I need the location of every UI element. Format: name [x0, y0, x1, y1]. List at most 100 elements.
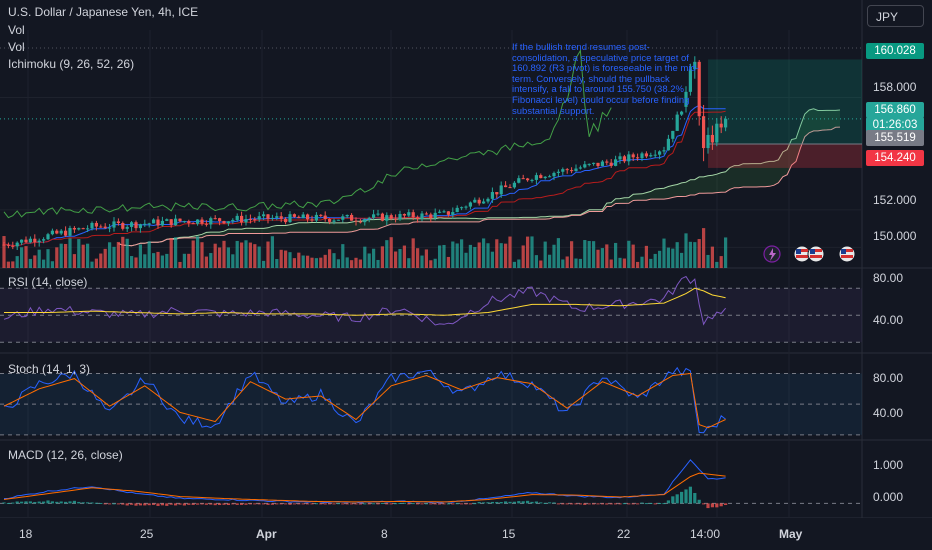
candle-body — [561, 169, 565, 172]
candle-body — [609, 162, 613, 166]
macd-histogram-bar — [512, 501, 516, 504]
lightning-icon — [769, 248, 776, 261]
macd-histogram-bar — [640, 502, 644, 504]
volume-bar — [402, 245, 406, 268]
macd-histogram-bar — [231, 503, 235, 505]
volume-bar — [116, 241, 120, 268]
macd-histogram-bar — [152, 503, 156, 505]
volume-bar — [288, 252, 292, 268]
macd-label[interactable]: MACD (12, 26, close) — [8, 448, 123, 462]
volume-bar — [336, 259, 340, 268]
stoch-label[interactable]: Stoch (14, 1, 3) — [8, 362, 91, 376]
macd-histogram-bar — [174, 503, 178, 506]
macd-histogram-bar — [200, 503, 204, 505]
chart-annotation-text[interactable]: If the bullish trend resumes post-consol… — [512, 42, 699, 117]
candle-body — [244, 219, 248, 223]
macd-histogram-bar — [301, 503, 305, 505]
macd-histogram-bar — [108, 503, 112, 505]
macd-histogram-bar — [15, 501, 19, 504]
macd-histogram-bar — [671, 496, 675, 504]
volume-bar — [697, 239, 701, 268]
candle-body — [486, 198, 490, 202]
candle-body — [90, 222, 94, 229]
volume-bar — [464, 252, 468, 268]
candle-body — [675, 114, 679, 131]
candle-body — [182, 221, 186, 223]
macd-histogram-bar — [341, 503, 345, 505]
macd-histogram-bar — [442, 503, 446, 505]
volume-bar — [37, 249, 41, 268]
candle-body — [468, 202, 472, 207]
macd-histogram-bar — [561, 503, 565, 505]
macd-histogram-bar — [521, 501, 525, 504]
volume-bar — [675, 242, 679, 268]
candle-body — [697, 61, 701, 117]
candle-body — [666, 138, 670, 151]
jp-flag-icon-stripe — [810, 249, 822, 252]
macd-histogram-bar — [33, 502, 37, 504]
volume-bar — [77, 239, 81, 268]
macd-histogram-bar — [284, 503, 288, 505]
rsi-label[interactable]: RSI (14, close) — [8, 275, 88, 289]
volume-bar — [605, 244, 609, 268]
volume-bar — [42, 259, 46, 268]
currency-button[interactable]: JPY — [867, 5, 924, 27]
volume-bar — [319, 257, 323, 268]
macd-signal-line — [3, 472, 726, 503]
macd-axis-label: 1.000 — [873, 458, 904, 472]
candle-body — [640, 153, 644, 159]
macd-histogram-bar — [662, 503, 666, 505]
volume-bar — [486, 243, 490, 268]
volume-bar — [354, 257, 358, 268]
position-loss-zone — [708, 143, 862, 168]
volume-bar — [178, 261, 182, 268]
volume-bar — [248, 242, 252, 268]
candle-body — [596, 162, 600, 167]
volume-bar — [407, 258, 411, 268]
macd-histogram-bar — [332, 503, 336, 505]
vol-indicator-label-2[interactable]: Vol — [8, 40, 25, 54]
candle-body — [218, 218, 222, 222]
macd-histogram-bar — [587, 503, 591, 505]
stop-price-badge: 154.240 — [866, 150, 924, 166]
candle-body — [121, 222, 125, 229]
candle-body — [512, 182, 516, 188]
stoch-axis-label: 80.00 — [873, 371, 904, 385]
macd-histogram-bar — [653, 503, 657, 505]
volume-bar — [534, 255, 538, 268]
jp-flag-icon-canton — [810, 249, 815, 254]
volume-bar — [50, 261, 54, 268]
us-flag-icon-2-canton — [841, 249, 846, 254]
candle-body — [81, 228, 85, 230]
macd-histogram-bar — [605, 503, 609, 505]
candle-body — [68, 227, 72, 236]
volume-bar — [64, 243, 68, 268]
candle-body — [292, 214, 296, 217]
candle-body — [420, 213, 424, 219]
ichimoku-indicator-label[interactable]: Ichimoku (9, 26, 52, 26) — [8, 57, 135, 71]
us-flag-icon-stripe — [796, 249, 808, 252]
macd-histogram-bar — [380, 503, 384, 505]
macd-histogram-bar — [165, 503, 169, 506]
macd-histogram-bar — [508, 501, 512, 504]
macd-histogram-bar — [376, 503, 380, 505]
candle-body — [279, 216, 283, 219]
macd-histogram-bar — [209, 503, 213, 505]
candle-body — [622, 156, 626, 162]
volume-bar — [702, 228, 706, 268]
us-flag-icon-canton — [796, 249, 801, 254]
macd-histogram-bar — [596, 503, 600, 505]
candle-body — [284, 218, 288, 223]
vol-indicator-label[interactable]: Vol — [8, 23, 25, 37]
volume-bar — [270, 236, 274, 268]
macd-histogram-bar — [614, 503, 618, 505]
symbol-title: U.S. Dollar / Japanese Yen, 4h, ICE — [8, 5, 199, 19]
candle-body — [323, 215, 327, 220]
volume-bar — [587, 240, 591, 268]
macd-histogram-bar — [724, 503, 728, 506]
candle-body — [490, 192, 494, 199]
volume-bar — [244, 240, 248, 268]
macd-histogram-bar — [658, 502, 662, 504]
candle-body — [86, 228, 90, 230]
